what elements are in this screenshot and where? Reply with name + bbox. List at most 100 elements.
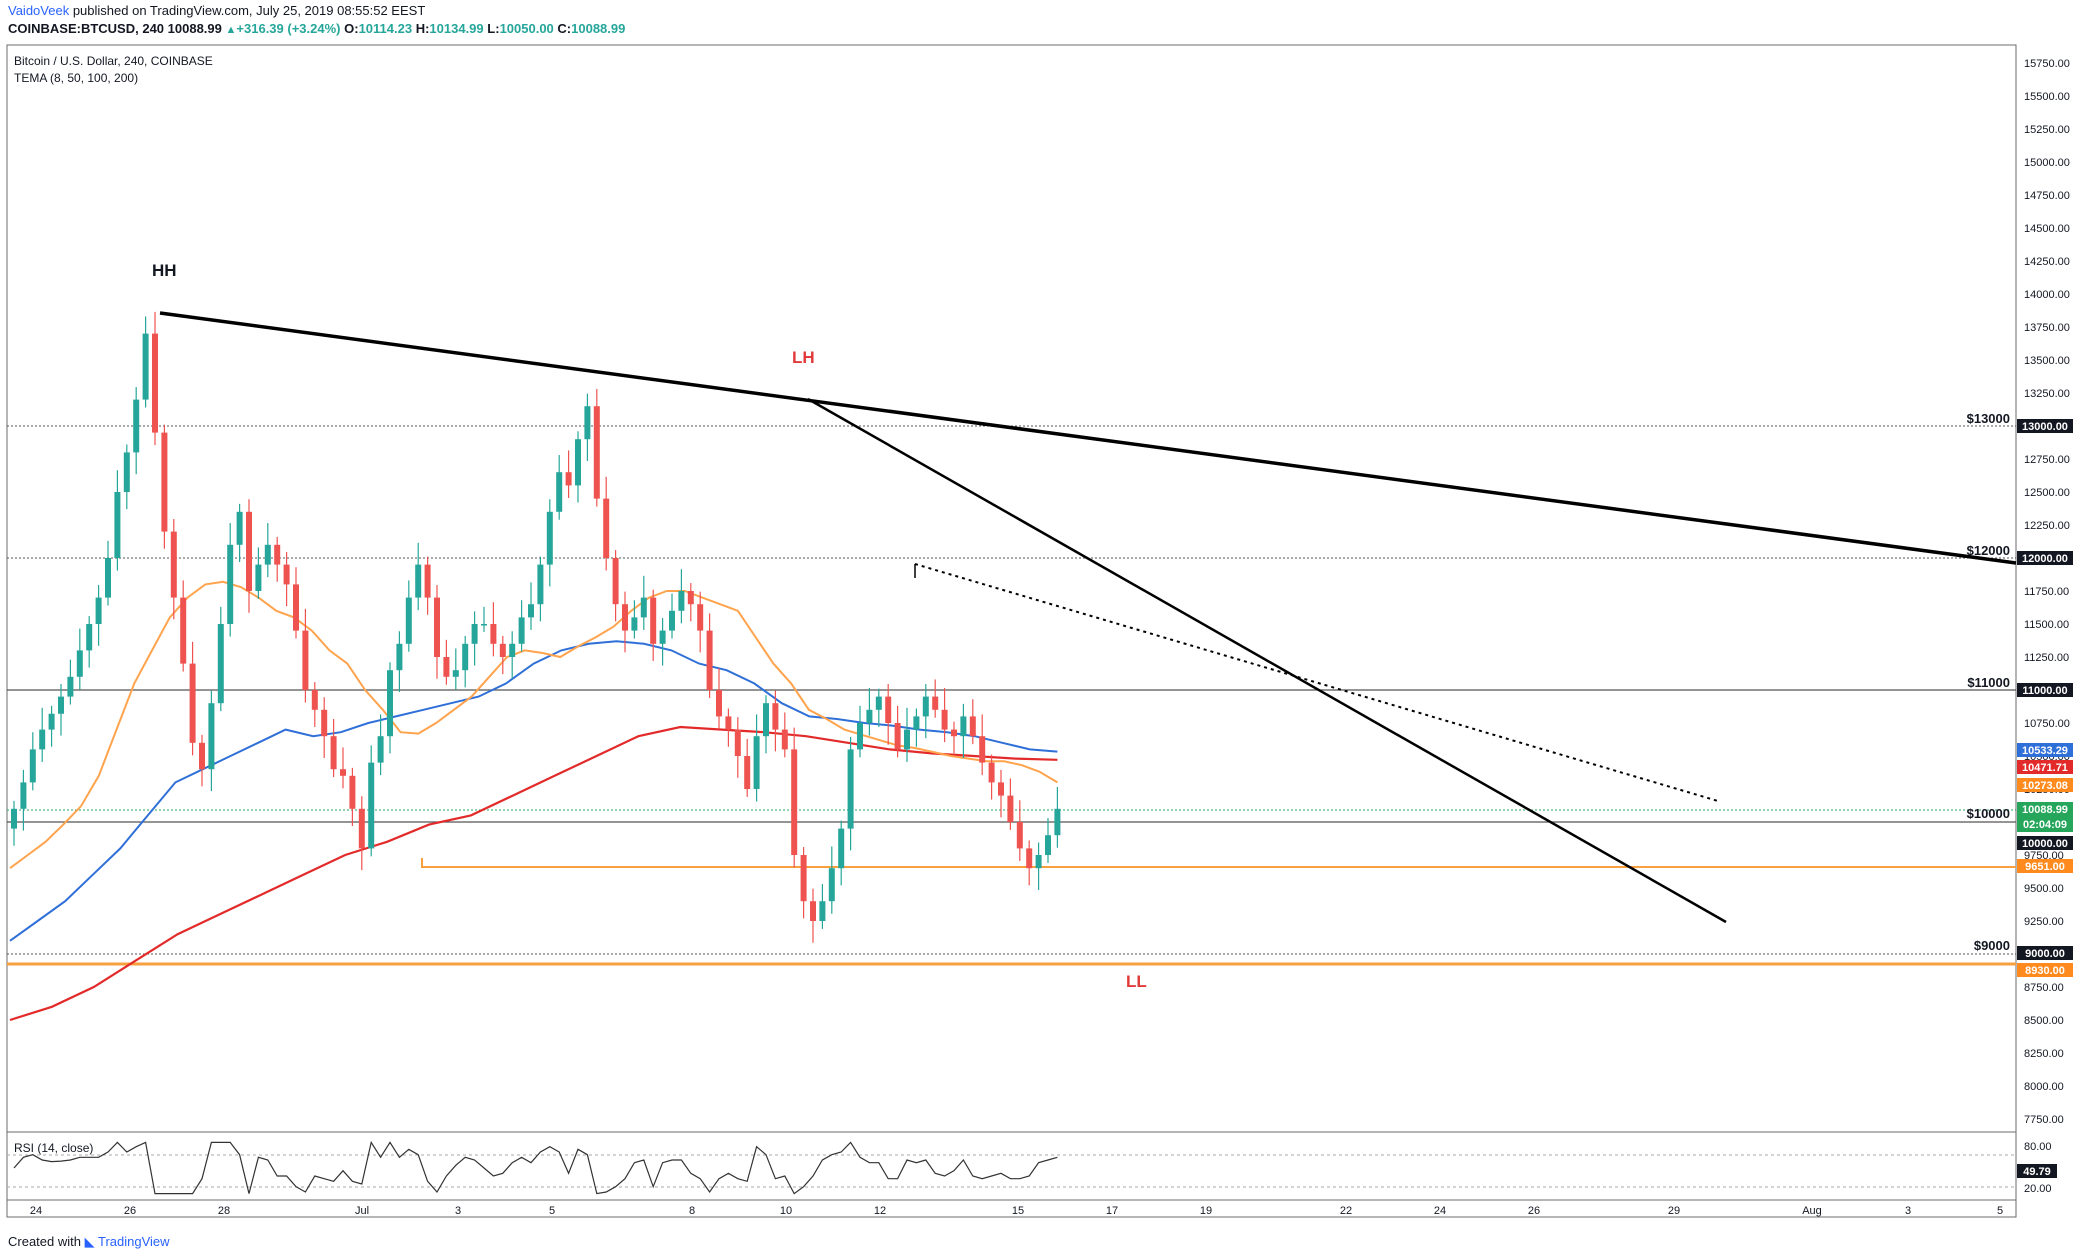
candle-body bbox=[199, 742, 205, 770]
time-tick-label: Jul bbox=[355, 1205, 369, 1217]
chart-title: Bitcoin / U.S. Dollar, 240, COINBASE bbox=[14, 54, 213, 68]
candle-body bbox=[377, 736, 384, 763]
candle-body bbox=[828, 868, 835, 902]
candle-body bbox=[114, 492, 121, 558]
price-tick-label: 9500.00 bbox=[2024, 883, 2064, 895]
candle-body bbox=[499, 643, 506, 657]
candle-body bbox=[161, 432, 168, 532]
publish-info: published on TradingView.com, July 25, 2… bbox=[72, 3, 426, 18]
price-box-12000 bbox=[2017, 551, 2073, 565]
candle-body bbox=[622, 604, 628, 631]
price-box-8930-text: 8930.00 bbox=[2025, 965, 2065, 977]
time-tick-label: 24 bbox=[1434, 1205, 1446, 1217]
candle-body bbox=[819, 901, 826, 921]
candle-body bbox=[537, 564, 544, 605]
candle-body bbox=[349, 775, 356, 809]
candle-body bbox=[960, 716, 967, 737]
candle-body bbox=[725, 716, 732, 730]
indicator-legend: TEMA (8, 50, 100, 200) bbox=[14, 71, 138, 85]
price-tick-label: 12250.00 bbox=[2024, 520, 2070, 532]
price-tick-label: 14750.00 bbox=[2024, 190, 2070, 202]
price-box-ema100-text: 10533.29 bbox=[2022, 745, 2068, 757]
candle-body bbox=[330, 736, 337, 770]
candle-body bbox=[1054, 808, 1061, 836]
candle-body bbox=[650, 597, 657, 644]
candle-body bbox=[518, 617, 525, 644]
candle-body bbox=[405, 597, 412, 644]
rsi-value: 49.79 bbox=[2023, 1166, 2051, 1178]
candle-body bbox=[76, 650, 83, 677]
time-tick-label: 5 bbox=[549, 1205, 555, 1217]
candle-body bbox=[274, 544, 281, 565]
footer-brand[interactable]: TradingView bbox=[98, 1234, 170, 1249]
price-tick-label: 11250.00 bbox=[2024, 652, 2069, 664]
candle-body bbox=[58, 696, 64, 714]
candle-body bbox=[781, 729, 788, 750]
candle-body bbox=[706, 630, 713, 690]
close-value: 10088.99 bbox=[571, 21, 626, 36]
candle-body bbox=[321, 709, 328, 737]
candle-body bbox=[659, 630, 666, 644]
price-tick-label: 15750.00 bbox=[2024, 58, 2070, 70]
time-tick-label: 5 bbox=[1997, 1205, 2003, 1217]
candle-body bbox=[490, 624, 497, 644]
price-tick-label: 14250.00 bbox=[2024, 256, 2070, 268]
price-tick-label: 14000.00 bbox=[2024, 289, 2070, 301]
candle-body bbox=[255, 564, 262, 591]
author-link[interactable]: VaidoVeek bbox=[8, 3, 70, 18]
candle-body bbox=[1035, 855, 1042, 869]
candle-body bbox=[904, 729, 910, 750]
price-tick-label: 11500.00 bbox=[2024, 619, 2069, 631]
candles bbox=[11, 311, 1061, 943]
tradingview-logo-icon[interactable]: ◣ bbox=[84, 1234, 95, 1249]
candle-body bbox=[471, 624, 478, 644]
price-tick-label: 7750.00 bbox=[2024, 1114, 2064, 1126]
time-tick-label: 15 bbox=[1012, 1205, 1024, 1217]
high-label: H: bbox=[415, 21, 430, 36]
candle-body bbox=[791, 749, 798, 855]
open-label: O: bbox=[344, 21, 359, 36]
last-price: 10088.99 bbox=[167, 21, 222, 36]
annotation-lh: LH bbox=[792, 348, 815, 367]
level-label-11000: $11000 bbox=[1967, 675, 2010, 690]
price-tick-label: 12500.00 bbox=[2024, 487, 2070, 499]
high-value: 10134.99 bbox=[429, 21, 484, 36]
price-tick-label: 8250.00 bbox=[2024, 1048, 2064, 1060]
time-axis[interactable]: 24 26 28 Jul 3 5 8 10 12 15 17 19 22 24 26 29 Aug 3 5 bbox=[30, 1205, 2003, 1217]
candle-body bbox=[443, 657, 450, 677]
candle-body bbox=[208, 703, 215, 770]
candle-body bbox=[180, 597, 187, 664]
price-tick-label: 8750.00 bbox=[2024, 982, 2064, 994]
candle-body bbox=[913, 716, 920, 730]
candle-body bbox=[340, 769, 346, 776]
candle-body bbox=[875, 696, 882, 710]
candle-body bbox=[358, 808, 365, 849]
price-tick-label: 15250.00 bbox=[2024, 124, 2070, 136]
price-tick-label: 15500.00 bbox=[2024, 91, 2070, 103]
candle-body bbox=[894, 723, 901, 750]
time-tick-label: 28 bbox=[218, 1205, 230, 1217]
price-tick-label: 15000.00 bbox=[2024, 157, 2070, 169]
time-tick-label: Aug bbox=[1802, 1205, 1822, 1217]
price-tick-label: 13250.00 bbox=[2024, 388, 2070, 400]
rsi-line bbox=[13, 1140, 1058, 1195]
candle-body bbox=[800, 855, 807, 902]
time-tick-label: 19 bbox=[1200, 1205, 1212, 1217]
candle-body bbox=[847, 749, 854, 829]
candle-body bbox=[170, 531, 177, 598]
price-box-9000 bbox=[2017, 946, 2073, 960]
candle-body bbox=[217, 624, 224, 704]
price-tick-label: 8000.00 bbox=[2024, 1081, 2064, 1093]
price-tick-label: 8500.00 bbox=[2024, 1015, 2064, 1027]
candle-body bbox=[283, 564, 290, 585]
time-tick-label: 26 bbox=[124, 1205, 136, 1217]
support-line-9651 bbox=[421, 858, 2016, 868]
candle-body bbox=[1007, 795, 1014, 822]
price-tick-label: 12750.00 bbox=[2024, 454, 2070, 466]
price-box-9651-text: 9651.00 bbox=[2025, 861, 2065, 873]
candle-body bbox=[979, 736, 986, 763]
rsi-tick-20: 20.00 bbox=[2024, 1183, 2052, 1195]
candle-body bbox=[302, 630, 309, 690]
price-box-9651 bbox=[2017, 859, 2073, 873]
